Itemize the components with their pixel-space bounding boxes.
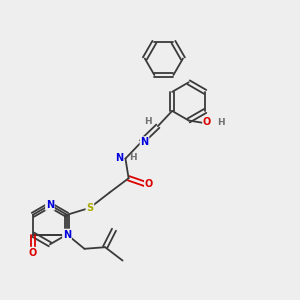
Text: N: N — [140, 137, 148, 147]
Text: N: N — [46, 200, 54, 210]
Text: N: N — [63, 230, 71, 239]
Text: H: H — [130, 153, 137, 162]
Text: O: O — [203, 117, 211, 128]
Text: O: O — [145, 179, 153, 189]
Text: H: H — [217, 118, 225, 127]
Text: H: H — [144, 117, 152, 126]
Text: N: N — [115, 153, 123, 163]
Text: O: O — [29, 248, 37, 258]
Text: S: S — [86, 203, 93, 213]
